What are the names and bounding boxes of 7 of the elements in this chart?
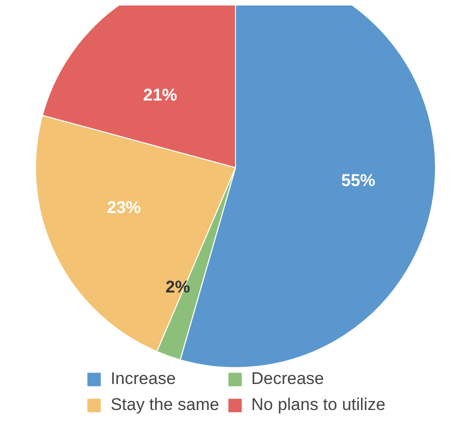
data-label: 21% [143, 86, 178, 105]
data-label: 55% [341, 170, 376, 190]
legend-label: No plans to utilize [251, 395, 386, 415]
legend-label: Increase [110, 369, 176, 389]
legend-label: Decrease [251, 369, 324, 389]
data-label: 23% [106, 198, 141, 217]
legend-label: Stay the same [110, 395, 220, 415]
